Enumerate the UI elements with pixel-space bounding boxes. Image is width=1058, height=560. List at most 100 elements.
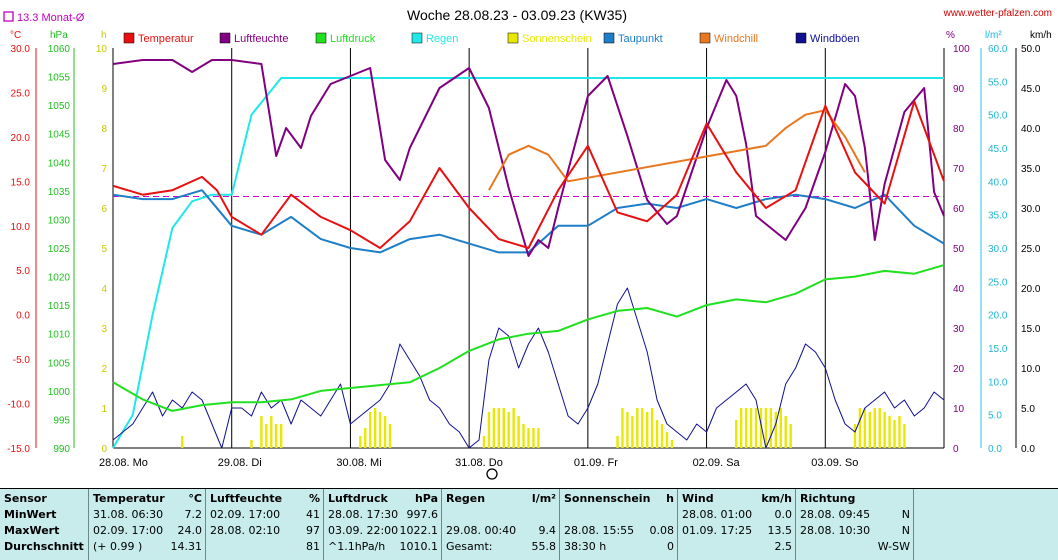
pressure-tick-label: 1030 [48, 215, 71, 226]
sunshine-bar [655, 420, 659, 448]
sunshine-bar [744, 408, 748, 448]
sunshine-bar [779, 408, 782, 448]
pressure-tick-label: 1035 [48, 187, 71, 198]
sunshine-bar [888, 416, 891, 448]
sun-unit: h [666, 492, 674, 505]
website-link[interactable]: www.wetter-pfalzen.com [943, 8, 1052, 19]
sunshine-bar [369, 412, 372, 448]
sunshine-bar [754, 408, 758, 448]
day-label: 28.08. Mo [99, 457, 148, 469]
pressure-tick-label: 1000 [48, 387, 71, 398]
day-label: 02.09. Sa [693, 457, 741, 469]
series-line-luftdruck [112, 264, 945, 412]
legend: Temperatur Luftfeuchte Luftdruck Regen Sonne… [123, 32, 860, 45]
pressure-unit: hPa [414, 492, 438, 505]
sunshine-bar [537, 428, 540, 448]
sunshine-bars [181, 408, 906, 448]
humidity-max-time: 28.08. 02:10 [210, 524, 281, 537]
pressure-max-value: 1022.1 [399, 524, 439, 537]
series-line-luftfeuchte [112, 59, 945, 257]
pressure-tick-label: 1010 [48, 330, 71, 341]
temperature-min-time: 31.08. 06:30 [93, 508, 164, 521]
wind-tick-label: 40.0 [1021, 124, 1041, 135]
sunshine-bar [487, 412, 491, 448]
day-label: 01.09. Fr [574, 457, 618, 469]
sunshine-bar [646, 412, 649, 448]
sunshine-bar [660, 424, 664, 448]
sunshine-bar [883, 412, 886, 448]
sunshine-bar [626, 412, 629, 448]
wind-tick-label: 10.0 [1021, 364, 1041, 375]
rain-tick-label: 5.0 [988, 411, 1002, 422]
label-column: Sensor MinWert MaxWert Durchschnitt [0, 489, 88, 560]
statistics-table: Sensor MinWert MaxWert Durchschnitt Temp… [0, 488, 1058, 560]
sun-tick-label: 7 [101, 164, 107, 175]
rain-max-time: 29.08. 00:40 [446, 524, 517, 537]
sun-tick-label: 4 [101, 284, 107, 295]
sunshine-bar [383, 416, 387, 448]
sunshine-bar [275, 424, 278, 448]
sun-tick-label: 10 [96, 44, 108, 55]
axes: 30.025.020.015.010.05.00.0-5.0-10.0-15.0… [7, 30, 1051, 469]
humidity-tick-label: 30 [953, 324, 965, 335]
humidity-tick-label: 70 [953, 164, 965, 175]
sunshine-bar [388, 424, 392, 448]
sunshine-bar [670, 440, 674, 448]
legend-swatch [315, 32, 327, 44]
pressure-avg-value: 1010.1 [399, 540, 439, 553]
day-label: 03.09. So [811, 457, 858, 469]
wind-tick-label: 50.0 [1021, 44, 1041, 55]
pressure-tick-label: 1040 [48, 158, 71, 169]
rain-tick-label: 20.0 [988, 311, 1008, 322]
temperature-avg-note: (+ 0.99 ) [93, 540, 143, 553]
sunshine-bar [373, 408, 377, 448]
rain-total-value: 55.8 [531, 540, 557, 553]
row-label-max: MaxWert [4, 524, 60, 537]
pressure-unit-label: hPa [50, 30, 68, 41]
temperature-min-value: 7.2 [184, 508, 203, 521]
rain-tick-label: 60.0 [988, 44, 1008, 55]
temp-tick-label: 30.0 [11, 44, 31, 55]
legend-swatch [219, 32, 231, 44]
sunshine-bar [181, 436, 184, 448]
day-label: 30.08. Mi [336, 457, 381, 469]
temp-tick-label: 10.0 [11, 222, 31, 233]
current-position-marker[interactable] [486, 468, 498, 480]
sun-tick-label: 1 [101, 404, 107, 415]
rain-tick-label: 45.0 [988, 144, 1008, 155]
empty-column [913, 489, 1058, 560]
sunshine-bar [774, 412, 778, 448]
sun-max-value: 0.08 [649, 524, 675, 537]
series-line-windböen [112, 287, 945, 449]
rain-tick-label: 30.0 [988, 244, 1008, 255]
sunshine-bar [873, 408, 876, 448]
legend-label: Luftdruck [330, 33, 376, 45]
pressure-tick-label: 1015 [48, 301, 71, 312]
sun-tick-label: 9 [101, 84, 107, 95]
row-label-avg: Durchschnitt [4, 540, 84, 553]
sunshine-bar [517, 416, 520, 448]
humidity-min-time: 02.09. 17:00 [210, 508, 281, 521]
humidity-min-value: 41 [306, 508, 320, 521]
sunshine-bar [359, 436, 362, 448]
rain-unit: l/m² [531, 492, 556, 505]
sunshine-bar [616, 436, 619, 448]
wind-tick-label: 35.0 [1021, 164, 1041, 175]
legend-swatch [603, 32, 615, 44]
wind-tick-label: 5.0 [1021, 404, 1035, 415]
temp-tick-label: 5.0 [16, 266, 30, 277]
sun-tick-label: 8 [101, 124, 107, 135]
sun-column: Sonnenschein h 28.08. 15:55 0.08 38:30 h 0 [559, 489, 678, 560]
row-label-sensor: Sensor [4, 492, 47, 505]
sun-unit-label: h [101, 30, 107, 41]
sunshine-bar [364, 428, 367, 448]
rain-unit-label: l/m² [985, 30, 1002, 41]
day-label: 29.08. Di [218, 457, 262, 469]
chart-title: Woche 28.08.23 - 03.09.23 (KW35) [407, 7, 627, 23]
direction-avg-value: W-SW [877, 540, 910, 553]
sunshine-bar [497, 408, 501, 448]
navigation[interactable] [486, 468, 498, 480]
legend-swatch [411, 32, 423, 44]
sunshine-bar [270, 416, 273, 448]
humidity-max-value: 97 [306, 524, 320, 537]
